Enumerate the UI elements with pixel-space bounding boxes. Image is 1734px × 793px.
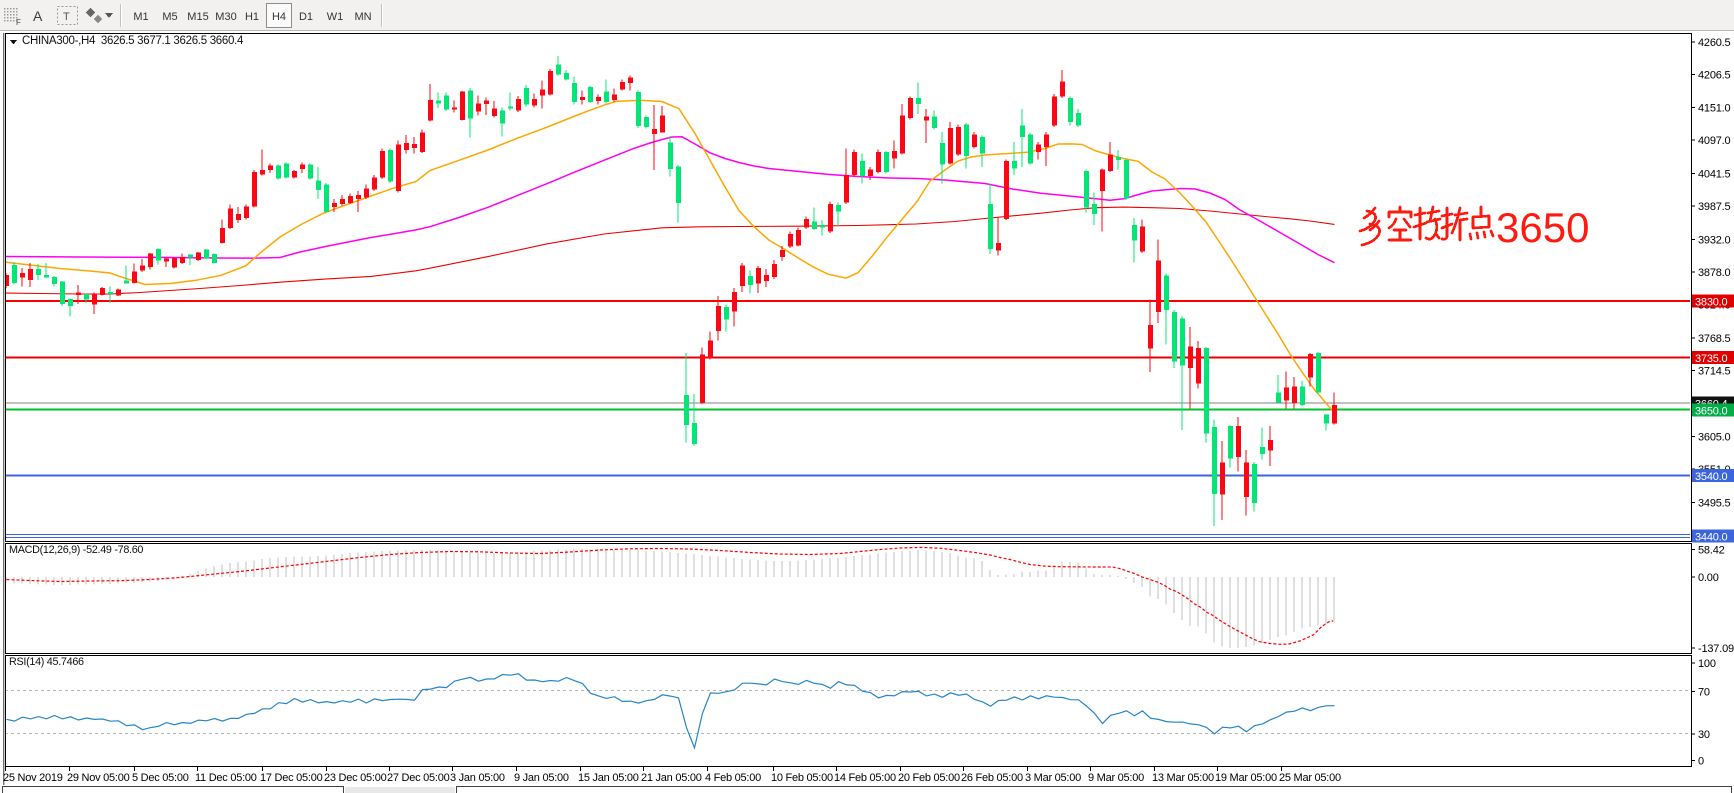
svg-text:27 Dec 05:00: 27 Dec 05:00 xyxy=(387,772,450,784)
svg-text:5 Dec 05:00: 5 Dec 05:00 xyxy=(132,772,189,784)
svg-text:A: A xyxy=(33,8,43,24)
svg-text:21 Jan 05:00: 21 Jan 05:00 xyxy=(641,772,702,784)
svg-text:4206.5: 4206.5 xyxy=(1698,69,1731,81)
svg-text:14 Feb 05:00: 14 Feb 05:00 xyxy=(834,772,896,784)
svg-text:3 Mar 05:00: 3 Mar 05:00 xyxy=(1025,772,1081,784)
svg-text:4041.5: 4041.5 xyxy=(1698,169,1731,181)
svg-text:29 Nov 05:00: 29 Nov 05:00 xyxy=(67,772,130,784)
svg-text:15 Jan 05:00: 15 Jan 05:00 xyxy=(578,772,639,784)
svg-text:70: 70 xyxy=(1698,687,1710,699)
svg-text:4260.5: 4260.5 xyxy=(1698,37,1731,49)
svg-text:3650: 3650 xyxy=(1496,204,1589,251)
svg-text:D1: D1 xyxy=(299,11,313,23)
svg-text:3495.5: 3495.5 xyxy=(1698,497,1731,509)
svg-text:MN: MN xyxy=(354,11,371,23)
svg-text:3932.0: 3932.0 xyxy=(1698,235,1731,247)
svg-text:58.42: 58.42 xyxy=(1698,545,1725,557)
svg-text:26 Feb 05:00: 26 Feb 05:00 xyxy=(961,772,1023,784)
svg-text:10 Feb 05:00: 10 Feb 05:00 xyxy=(771,772,833,784)
svg-text:H4: H4 xyxy=(272,11,286,23)
svg-text:3768.5: 3768.5 xyxy=(1698,333,1731,345)
svg-text:3540.0: 3540.0 xyxy=(1695,471,1728,483)
svg-text:M30: M30 xyxy=(215,11,236,23)
svg-text:RSI(14) 45.7466: RSI(14) 45.7466 xyxy=(9,656,84,668)
svg-text:3878.0: 3878.0 xyxy=(1698,267,1731,279)
svg-text:3830.0: 3830.0 xyxy=(1695,297,1728,309)
svg-text:T: T xyxy=(63,11,70,23)
svg-text:4097.0: 4097.0 xyxy=(1698,135,1731,147)
svg-text:30: 30 xyxy=(1698,729,1710,741)
svg-text:4 Feb 05:00: 4 Feb 05:00 xyxy=(705,772,761,784)
svg-text:3650.0: 3650.0 xyxy=(1695,405,1728,417)
svg-text:MACD(12,26,9) -52.49 -78.60: MACD(12,26,9) -52.49 -78.60 xyxy=(9,544,143,556)
svg-text:M1: M1 xyxy=(133,11,148,23)
svg-text:13 Mar 05:00: 13 Mar 05:00 xyxy=(1152,772,1214,784)
svg-text:3 Jan 05:00: 3 Jan 05:00 xyxy=(450,772,505,784)
svg-text:4151.0: 4151.0 xyxy=(1698,103,1731,115)
svg-text:M5: M5 xyxy=(162,11,177,23)
svg-text:0.00: 0.00 xyxy=(1698,572,1719,584)
svg-text:3440.0: 3440.0 xyxy=(1695,532,1728,544)
svg-text:11 Dec 05:00: 11 Dec 05:00 xyxy=(195,772,257,784)
svg-text:W1: W1 xyxy=(327,11,344,23)
svg-text:9 Jan 05:00: 9 Jan 05:00 xyxy=(514,772,569,784)
svg-text:F: F xyxy=(16,18,21,27)
svg-text:25 Mar 05:00: 25 Mar 05:00 xyxy=(1279,772,1341,784)
svg-text:17 Dec 05:00: 17 Dec 05:00 xyxy=(260,772,323,784)
svg-text:25 Nov 2019: 25 Nov 2019 xyxy=(3,772,63,784)
svg-text:3987.5: 3987.5 xyxy=(1698,201,1731,213)
svg-text:0: 0 xyxy=(1698,756,1704,768)
svg-text:19 Mar 05:00: 19 Mar 05:00 xyxy=(1215,772,1277,784)
svg-text:M15: M15 xyxy=(187,11,208,23)
svg-text:3605.0: 3605.0 xyxy=(1698,431,1731,443)
svg-text:20 Feb 05:00: 20 Feb 05:00 xyxy=(898,772,960,784)
svg-text:3735.0: 3735.0 xyxy=(1695,353,1728,365)
svg-text:-137.09: -137.09 xyxy=(1698,643,1734,655)
svg-text:100: 100 xyxy=(1698,658,1716,670)
svg-text:3714.5: 3714.5 xyxy=(1698,366,1731,378)
svg-text:CHINA300-,H4 3626.5 3677.1 36: CHINA300-,H4 3626.5 3677.1 3626.5 3660.4 xyxy=(22,35,244,47)
svg-text:9 Mar 05:00: 9 Mar 05:00 xyxy=(1088,772,1144,784)
svg-text:H1: H1 xyxy=(245,11,259,23)
svg-text:23 Dec 05:00: 23 Dec 05:00 xyxy=(324,772,387,784)
